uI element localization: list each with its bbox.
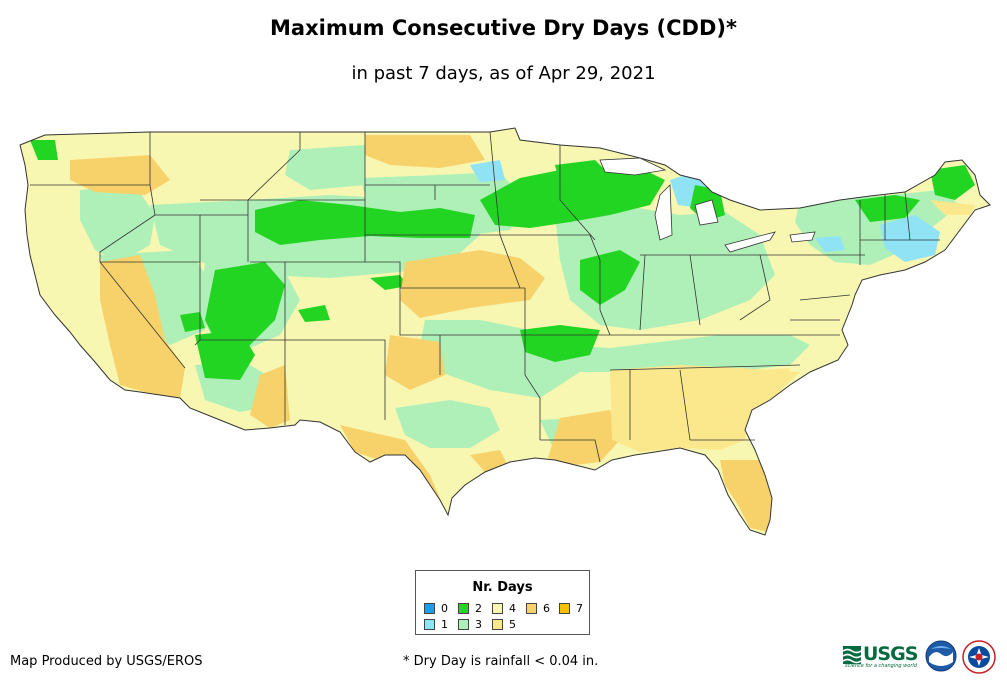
usgs-wave-icon: [843, 646, 861, 664]
state-boundary-line: [609, 364, 801, 371]
cdd-region-arkansas: [520, 325, 600, 362]
cdd-region-nevada-spot: [180, 312, 205, 332]
cdd-region-illinois: [580, 250, 640, 305]
legend-swatch: [458, 603, 469, 614]
cdd-region-texas-center: [395, 400, 500, 448]
cdd-region-louisiana-coast: [548, 410, 620, 465]
cdd-region-vermont: [855, 195, 920, 222]
state-boundary-line: [247, 132, 301, 201]
state-boundary-line: [689, 254, 701, 326]
legend-label: 3: [475, 618, 482, 631]
cdd-fill-layer: [20, 128, 990, 535]
state-boundaries: [30, 131, 940, 463]
state-boundary-line: [285, 339, 386, 420]
cdd-region-california: [100, 255, 185, 398]
cdd-region-kansas-spot: [370, 275, 408, 290]
state-boundary-line: [904, 191, 911, 241]
state-boundary-line: [540, 439, 601, 463]
great-lake-shape: [724, 231, 776, 253]
cdd-region-great-lakes-band: [480, 168, 665, 228]
state-boundary-line: [524, 374, 541, 440]
cdd-region-ny-1day: [815, 236, 845, 252]
legend-item-0: 0: [424, 603, 448, 615]
noaa-logo-icon: [925, 640, 957, 672]
legend-swatch: [424, 619, 435, 630]
nws-logo-icon: [962, 640, 996, 674]
map-subtitle: in past 7 days, as of Apr 29, 2021: [351, 63, 656, 84]
cdd-region-wisconsin: [555, 160, 610, 188]
state-boundary-line: [99, 261, 186, 369]
legend-label: 0: [441, 602, 448, 615]
cdd-region-utah-green: [205, 262, 285, 350]
map-legend: Nr. Days 0 1 2 3 4 5 6 7: [415, 570, 590, 635]
legend-swatch: [559, 603, 570, 614]
cdd-region-texas-south: [340, 425, 445, 510]
cdd-region-south-central: [420, 320, 810, 398]
state-boundary-line: [489, 131, 521, 289]
legend-title: Nr. Days: [472, 580, 533, 595]
cdd-region-minnesota-1day: [470, 160, 505, 182]
legend-swatch: [424, 603, 435, 614]
cdd-region-nm-west: [250, 365, 290, 428]
state-boundary-line: [399, 288, 525, 336]
legend-swatch: [492, 603, 503, 614]
cdd-region-wa-spot: [30, 140, 58, 160]
footnote-text: * Dry Day is rainfall < 0.04 in.: [403, 654, 599, 669]
state-boundary-line: [99, 214, 156, 262]
legend-item-6: 6: [526, 603, 550, 615]
legend-label: 6: [543, 602, 550, 615]
legend-label: 2: [475, 602, 482, 615]
legend-swatch: [526, 603, 537, 614]
great-lake-shape: [654, 184, 673, 241]
legend-label: 7: [576, 602, 583, 615]
legend-item-2: 2: [458, 603, 482, 615]
state-boundary-line: [639, 254, 646, 331]
legend-item-4: 4: [492, 603, 516, 615]
usgs-tagline: science for a changing world: [845, 663, 917, 669]
cdd-region-montana: [285, 145, 365, 190]
cdd-region-texas-panhandle: [385, 335, 445, 390]
legend-label: 4: [509, 602, 516, 615]
cdd-region-colorado-spot: [298, 305, 330, 322]
state-boundary-line: [589, 234, 611, 336]
cdd-region-florida: [720, 460, 772, 532]
legend-item-5: 5: [492, 619, 516, 631]
state-boundary-line: [799, 294, 851, 301]
great-lake-shape: [789, 231, 816, 243]
state-boundary-line: [679, 369, 691, 441]
credit-text: Map Produced by USGS/EROS: [10, 654, 203, 669]
state-boundary-line: [365, 261, 525, 289]
state-boundary-line: [739, 254, 771, 321]
map-title: Maximum Consecutive Dry Days (CDD)*: [270, 16, 737, 40]
legend-item-3: 3: [458, 619, 482, 631]
cdd-region-kansas-band: [400, 250, 545, 318]
cdd-region-north-dakota: [365, 135, 485, 168]
cdd-region-arizona-green: [195, 330, 255, 380]
cdd-region-maine-coast: [930, 200, 975, 215]
legend-label: 5: [509, 618, 516, 631]
great-lake-shape: [599, 157, 667, 176]
legend-item-7: 7: [559, 603, 583, 615]
usgs-logo: USGS science for a changing world: [843, 643, 919, 669]
legend-swatch: [458, 619, 469, 630]
legend-label: 1: [441, 618, 448, 631]
great-lake-shape: [694, 199, 719, 226]
cdd-region-maine: [930, 165, 975, 200]
state-boundary-line: [559, 145, 596, 241]
legend-swatch: [492, 619, 503, 630]
cdd-region-oregon: [80, 185, 155, 262]
usgs-wordmark: USGS: [863, 643, 918, 665]
legend-item-1: 1: [424, 619, 448, 631]
